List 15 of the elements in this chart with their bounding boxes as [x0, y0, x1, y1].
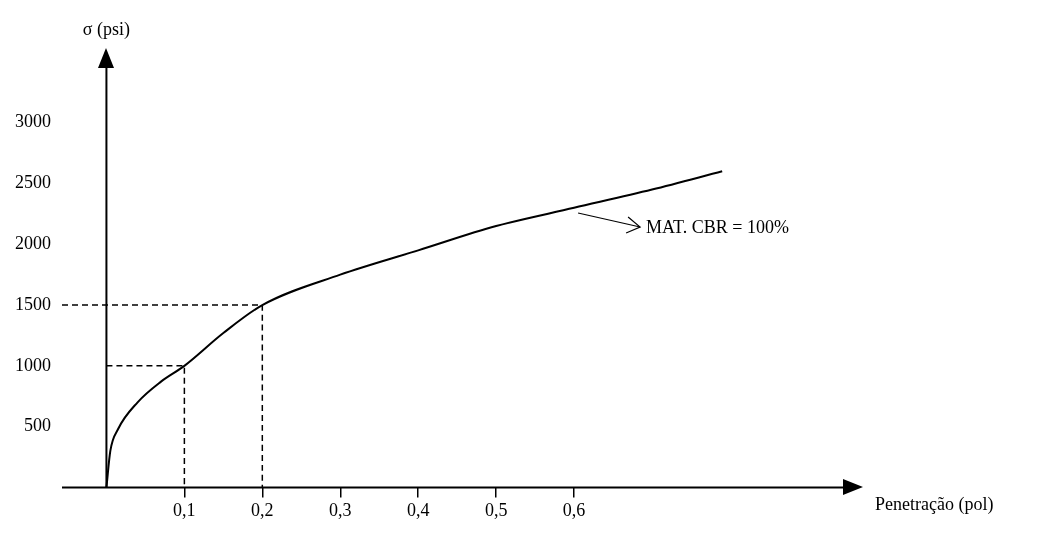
y-tick-label: 3000 — [15, 111, 51, 132]
y-tick-label: 500 — [24, 415, 51, 436]
annotation: MAT. CBR = 100% — [646, 216, 789, 237]
y-tick-label: 2000 — [15, 233, 51, 253]
x-tick-label: 0,5 — [484, 499, 508, 520]
x-tick-label: 0,3 — [329, 499, 352, 520]
x-tick-label: 0,4 — [406, 499, 430, 520]
x-axis-title: Penetração (pol) — [875, 494, 994, 516]
x-tick-label: 0,6 — [562, 499, 586, 520]
y-tick-label: 1500 — [15, 293, 51, 314]
y-axis-title: σ (psi) — [82, 18, 131, 40]
y-tick-label: 1000 — [15, 354, 51, 375]
y-tick-label: 2500 — [15, 172, 51, 193]
x-tick-label: 0,2 — [251, 499, 274, 520]
x-tick-label: 0,1 — [173, 499, 196, 520]
